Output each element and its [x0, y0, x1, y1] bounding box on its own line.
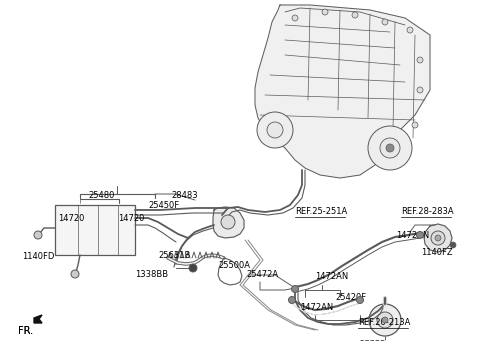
Text: REF.25-251A: REF.25-251A	[295, 207, 347, 216]
Circle shape	[221, 215, 235, 229]
Circle shape	[450, 242, 456, 248]
Text: 1338BB: 1338BB	[135, 270, 168, 279]
Polygon shape	[213, 207, 244, 238]
Circle shape	[417, 87, 423, 93]
Bar	[55, 205, 135, 255]
Circle shape	[257, 112, 293, 148]
Text: 1472AN: 1472AN	[315, 272, 348, 281]
Text: 14720: 14720	[58, 214, 84, 223]
Circle shape	[382, 317, 388, 323]
Circle shape	[368, 126, 412, 170]
Text: 14720: 14720	[118, 214, 144, 223]
Circle shape	[412, 122, 418, 128]
Text: 1140FZ: 1140FZ	[421, 248, 453, 257]
Circle shape	[382, 19, 388, 25]
Polygon shape	[255, 5, 430, 178]
Circle shape	[288, 296, 296, 304]
Text: 1472AN: 1472AN	[396, 231, 429, 240]
Circle shape	[407, 27, 413, 33]
Text: 28483: 28483	[171, 191, 198, 200]
Circle shape	[291, 285, 299, 293]
Polygon shape	[34, 315, 42, 323]
Text: 25500A: 25500A	[218, 261, 250, 270]
Polygon shape	[424, 224, 452, 252]
Circle shape	[214, 208, 242, 236]
Circle shape	[322, 9, 328, 15]
Text: 25472A: 25472A	[246, 270, 278, 279]
Text: 1472AN: 1472AN	[300, 303, 333, 312]
Text: 25420F: 25420F	[335, 293, 366, 302]
Circle shape	[380, 138, 400, 158]
Text: FR.: FR.	[18, 326, 33, 336]
Circle shape	[267, 122, 283, 138]
Circle shape	[431, 231, 445, 245]
Text: 25480: 25480	[88, 191, 114, 200]
Text: 25450F: 25450F	[148, 201, 179, 210]
Circle shape	[435, 235, 441, 241]
Circle shape	[357, 296, 363, 304]
Text: 25631B: 25631B	[158, 251, 191, 260]
Circle shape	[417, 57, 423, 63]
Text: 1140FD: 1140FD	[22, 252, 54, 261]
Circle shape	[352, 12, 358, 18]
Circle shape	[71, 270, 79, 278]
Circle shape	[189, 264, 197, 272]
Circle shape	[417, 232, 423, 238]
Text: REF.20-213A: REF.20-213A	[358, 318, 410, 327]
Text: FR.: FR.	[18, 326, 33, 336]
Circle shape	[386, 144, 394, 152]
Circle shape	[34, 231, 42, 239]
Circle shape	[369, 304, 401, 336]
Circle shape	[292, 15, 298, 21]
Circle shape	[377, 312, 393, 328]
Text: REF.28-283A: REF.28-283A	[401, 207, 454, 216]
